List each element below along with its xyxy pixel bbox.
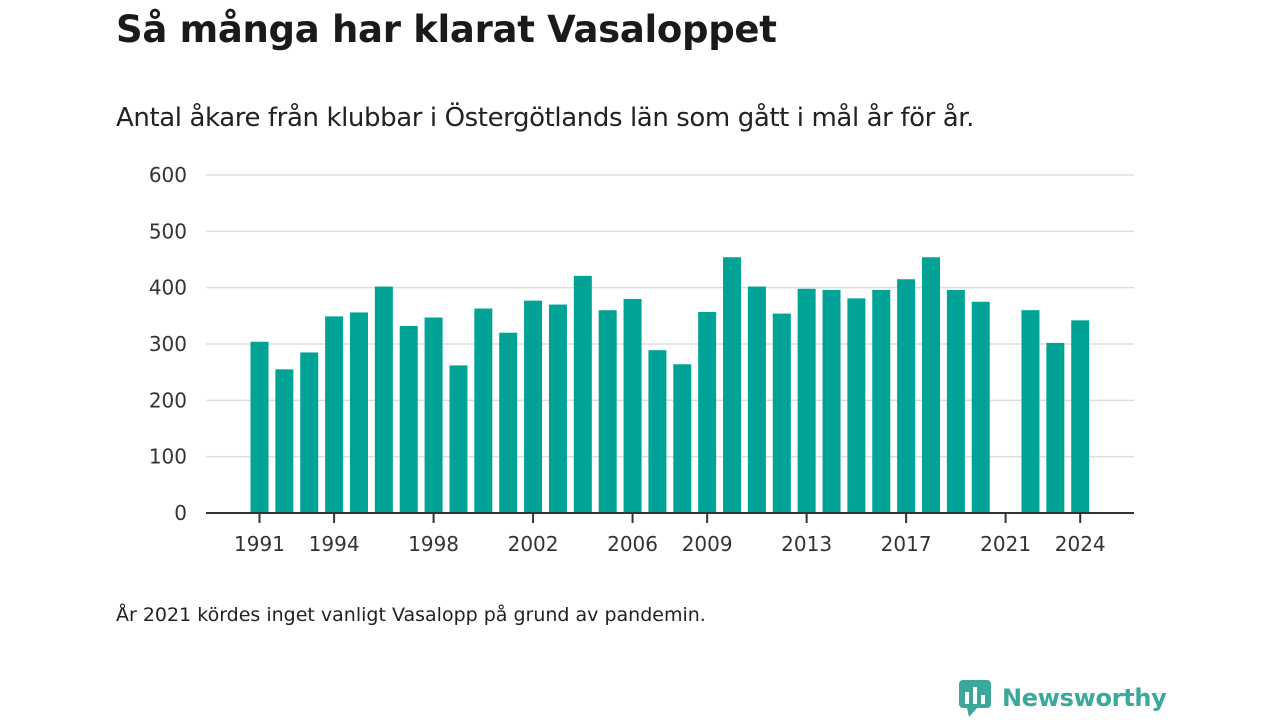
- bar-2022: [1021, 310, 1040, 513]
- bar-2020: [971, 301, 990, 513]
- bar-1993: [300, 352, 319, 513]
- bar-chart: 0 100 200 300 400 500 600 1991 1994 1998 2002 2006…: [149, 163, 1134, 556]
- bar-2011: [747, 286, 766, 513]
- bar-2024: [1071, 320, 1090, 513]
- bar-2019: [946, 289, 965, 513]
- bar-1999: [449, 365, 468, 513]
- x-tick-label: 2017: [881, 532, 932, 556]
- x-tick-label: 1994: [309, 532, 360, 556]
- bars: [250, 257, 1090, 513]
- bar-2015: [847, 298, 866, 513]
- x-tick-label: 2006: [607, 532, 658, 556]
- y-tick-label: 100: [149, 445, 187, 469]
- gridlines: [206, 174, 1134, 458]
- bar-2018: [921, 257, 940, 513]
- bar-2009: [698, 311, 717, 513]
- bar-1991: [250, 341, 269, 513]
- x-tick-label: 2002: [508, 532, 559, 556]
- bar-2012: [772, 313, 791, 513]
- bar-1998: [424, 317, 443, 513]
- x-tick-label: 1998: [408, 532, 459, 556]
- bar-2016: [872, 289, 891, 513]
- bar-2000: [474, 308, 493, 513]
- x-tick-label: 2009: [682, 532, 733, 556]
- bar-2003: [548, 304, 567, 513]
- bar-2006: [623, 298, 642, 513]
- bar-2023: [1046, 342, 1065, 513]
- x-tick-label: 1991: [234, 532, 285, 556]
- chart-subtitle: Antal åkare från klubbar i Östergötlands…: [116, 103, 975, 133]
- y-tick-label: 200: [149, 388, 187, 412]
- bar-1996: [374, 286, 393, 513]
- y-tick-label: 400: [149, 276, 187, 300]
- newsworthy-logo-icon: [959, 680, 991, 717]
- bar-2004: [573, 275, 592, 513]
- bar-2010: [723, 257, 742, 513]
- brand-name: Newsworthy: [1002, 684, 1167, 712]
- bar-1992: [275, 369, 294, 513]
- brand-logo-block: Newsworthy: [958, 678, 1167, 718]
- bar-1994: [325, 316, 344, 513]
- footnote: År 2021 kördes inget vanligt Vasalopp på…: [116, 604, 706, 626]
- x-tick-label: 2021: [980, 532, 1031, 556]
- bar-2002: [524, 300, 543, 513]
- bar-2014: [822, 289, 841, 513]
- bar-1997: [399, 325, 418, 513]
- y-tick-label: 600: [149, 163, 187, 187]
- bar-2007: [648, 350, 667, 513]
- bar-2001: [499, 332, 518, 513]
- x-axis: 1991 1994 1998 2002 2006 2009 2013 2017 2021 2024: [206, 512, 1134, 556]
- bar-2005: [598, 310, 617, 513]
- bar-2017: [897, 279, 916, 513]
- chart-title: Så många har klarat Vasaloppet: [116, 8, 777, 51]
- x-tick-label: 2013: [781, 532, 832, 556]
- bar-2008: [673, 364, 692, 513]
- y-axis-labels: 0 100 200 300 400 500 600: [149, 163, 187, 525]
- x-tick-label: 2024: [1055, 532, 1106, 556]
- y-tick-label: 0: [174, 501, 187, 525]
- bar-1995: [349, 312, 368, 513]
- bar-2013: [797, 288, 816, 513]
- y-tick-label: 500: [149, 219, 187, 243]
- y-tick-label: 300: [149, 332, 187, 356]
